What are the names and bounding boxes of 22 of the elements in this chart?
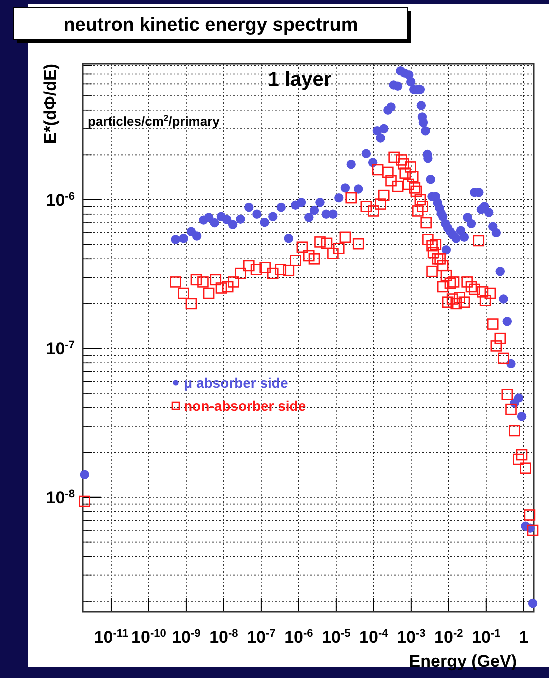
y-tick-label: 10$^{-6}$ bbox=[46, 190, 75, 210]
x-tick-label: 10$^{-11}$ bbox=[94, 628, 129, 647]
y-tick-label: 10$^{-8}$ bbox=[46, 488, 75, 508]
x-tick-label: 10$^{-6}$ bbox=[284, 628, 314, 647]
x-tick-label: 1 bbox=[519, 628, 529, 647]
x-tick-label: 10$^{-5}$ bbox=[322, 628, 351, 647]
y-tick-label: 10$^{-7}$ bbox=[46, 340, 75, 359]
legend-label: μ absorber side bbox=[184, 375, 288, 391]
legend-label: non-absorber side bbox=[184, 398, 306, 414]
x-tick-label: 10$^{-8}$ bbox=[210, 628, 238, 647]
y-axis-title: E*(dΦ/dE) bbox=[41, 64, 60, 144]
chart-title: neutron kinetic energy spectrum bbox=[64, 15, 358, 36]
x-tick-label: 10$^{-9}$ bbox=[172, 628, 201, 647]
x-tick-label: 10$^{-1}$ bbox=[472, 628, 501, 647]
x-tick-label: 10$^{-4}$ bbox=[360, 628, 390, 647]
x-tick-label: 10$^{-2}$ bbox=[434, 628, 464, 647]
x-tick-label: 10$^{-3}$ bbox=[397, 628, 426, 647]
x-tick-label: 10$^{-7}$ bbox=[247, 628, 276, 647]
x-axis-title: Energy (GeV) bbox=[409, 652, 517, 671]
x-tick-label: 10$^{-10}$ bbox=[132, 628, 166, 647]
annotation: particles/cm$^{2}$/primary bbox=[88, 113, 221, 129]
annotation: 1 layer bbox=[268, 69, 332, 91]
